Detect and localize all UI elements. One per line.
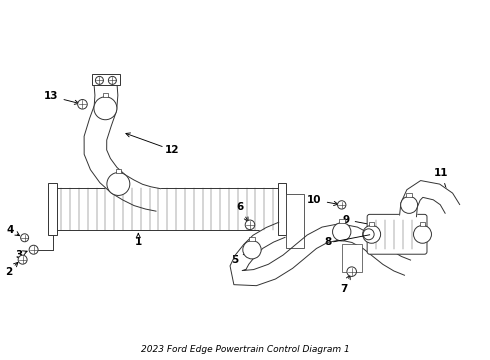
Bar	[406, 193, 412, 197]
Bar	[52, 188, 282, 230]
Circle shape	[363, 225, 381, 243]
Circle shape	[401, 197, 417, 213]
Bar	[342, 244, 362, 272]
Text: 2023 Ford Edge Powertrain Control Diagram 1: 2023 Ford Edge Powertrain Control Diagra…	[141, 345, 349, 354]
Circle shape	[96, 76, 103, 84]
Text: 1: 1	[135, 234, 142, 247]
Text: 11: 11	[434, 168, 452, 205]
Bar	[93, 75, 121, 85]
Circle shape	[108, 76, 116, 84]
Text: 8: 8	[324, 237, 332, 247]
Text: 12: 12	[126, 133, 179, 155]
Circle shape	[78, 99, 87, 109]
Circle shape	[243, 240, 261, 259]
Text: 4: 4	[7, 225, 20, 236]
Circle shape	[333, 222, 351, 241]
Circle shape	[94, 97, 117, 120]
Text: 13: 13	[44, 91, 79, 104]
FancyBboxPatch shape	[367, 214, 427, 254]
Circle shape	[21, 234, 28, 242]
Text: 3: 3	[15, 250, 27, 260]
Circle shape	[363, 229, 374, 240]
Polygon shape	[84, 81, 161, 211]
Circle shape	[107, 172, 130, 195]
Text: 10: 10	[307, 195, 338, 206]
Bar	[286, 194, 304, 248]
Bar	[48, 183, 57, 235]
Bar	[249, 237, 255, 241]
Bar	[420, 222, 425, 226]
Polygon shape	[400, 181, 460, 217]
Bar	[102, 93, 108, 97]
Text: 2: 2	[5, 262, 18, 276]
Circle shape	[414, 225, 432, 243]
Text: 9: 9	[343, 215, 419, 235]
Circle shape	[29, 245, 38, 254]
Text: 6: 6	[236, 202, 248, 221]
Bar	[278, 183, 286, 235]
Circle shape	[347, 267, 357, 276]
Circle shape	[245, 220, 255, 230]
Polygon shape	[230, 222, 411, 286]
Bar	[369, 222, 374, 226]
Text: 7: 7	[340, 275, 350, 294]
Circle shape	[338, 201, 346, 209]
Circle shape	[18, 255, 27, 264]
Bar	[116, 169, 121, 173]
Bar	[339, 219, 344, 223]
Text: 5: 5	[231, 252, 249, 265]
